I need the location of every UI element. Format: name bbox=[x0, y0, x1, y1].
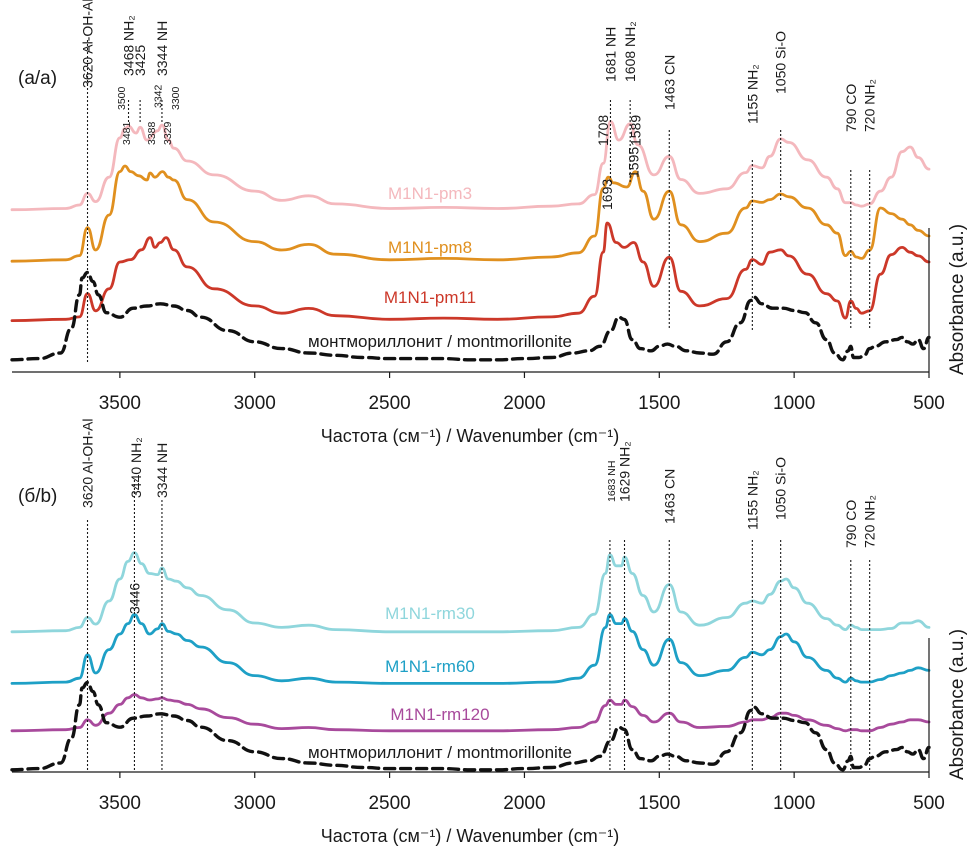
panel-b-tick-label-6: 500 bbox=[913, 793, 945, 814]
panel-b-annotation-2: 3446 bbox=[126, 583, 142, 614]
panel-a-tick-label-2: 2500 bbox=[368, 393, 410, 414]
panel-a-annotation-19: 790 CO bbox=[843, 84, 859, 132]
panel-a-annotation-12: 1681 NH bbox=[603, 27, 619, 82]
panel-a-annotation-9: 3300 bbox=[170, 86, 182, 110]
panel-b: (б/b) 3620 Al-OH-Al 3440 NH₂ 3446 3344 NH 16… bbox=[10, 419, 968, 846]
panel-b-series-label-2: M1N1-rm120 bbox=[390, 705, 489, 724]
panel-a-annotation-6: 3342 bbox=[152, 84, 164, 108]
panel-a-label: (a/a) bbox=[18, 68, 57, 89]
panel-b-series-line-2 bbox=[10, 693, 931, 733]
panel-b-series-labels: M1N1-rm30 M1N1-rm60 M1N1-rm120 монтмориллон… bbox=[308, 604, 572, 762]
panel-b-x-ticks: 3500 3000 2500 2000 1500 1000 500 bbox=[99, 772, 945, 814]
panel-a-y-axis-title: Absorbance (a.u.) bbox=[947, 224, 968, 375]
panel-a-annotation-0: 3620 Al-OH-Al bbox=[80, 0, 96, 88]
panel-a-series-line-0 bbox=[10, 120, 931, 212]
panel-a-annotation-18: 1050 Si-O bbox=[773, 31, 789, 94]
panel-b-x-axis-title: Частота (см⁻¹) / Wavenumber (cm⁻¹) bbox=[321, 826, 619, 846]
panel-a-annotation-7: 3329 bbox=[162, 121, 174, 145]
panel-a-annotation-13: 1608 NH₂ bbox=[622, 21, 638, 82]
panel-b-series-label-1: M1N1-rm60 bbox=[385, 657, 475, 676]
panel-a-annotation-1: 3500 bbox=[116, 86, 128, 110]
panel-a-series-labels: M1N1-pm3 M1N1-pm8 M1N1-pm11 монтмориллонит … bbox=[308, 184, 572, 351]
panel-a-series-label-1: M1N1-pm8 bbox=[388, 238, 472, 257]
panel-b-series-line-0 bbox=[10, 551, 931, 634]
panel-a-annotation-16: 1463 CN bbox=[661, 55, 677, 110]
panel-a-series-label-3: монтмориллонит / montmorillonite bbox=[308, 332, 572, 351]
panel-b-annotation-1: 3440 NH₂ bbox=[128, 437, 144, 498]
panel-a-annotation-17: 1155 NH₂ bbox=[744, 64, 760, 124]
panel-b-tick-label-1: 3000 bbox=[234, 793, 276, 814]
panel-b-tick-label-5: 1000 bbox=[773, 793, 815, 814]
panel-a-tick-label-0: 3500 bbox=[99, 393, 141, 414]
panel-a-series bbox=[10, 120, 931, 362]
panel-a-x-ticks: 3500 3000 2500 2000 1500 1000 500 bbox=[99, 372, 945, 414]
panel-b-annotation-6: 1463 CN bbox=[661, 469, 677, 524]
panel-b-tick-label-4: 1500 bbox=[638, 793, 680, 814]
panel-a-annotation-20: 720 NH₂ bbox=[862, 79, 878, 132]
panel-a-annotation-5: 3388 bbox=[146, 121, 158, 145]
panel-a-series-line-1 bbox=[10, 164, 931, 263]
panel-b-series-line-3 bbox=[10, 680, 931, 772]
panel-b-series bbox=[10, 551, 931, 772]
panel-b-annotation-3: 3344 NH bbox=[154, 443, 170, 498]
panel-a-series-line-3 bbox=[10, 270, 931, 362]
panel-b-series-label-0: M1N1-rm30 bbox=[385, 604, 475, 623]
panel-b-annotation-10: 720 NH₂ bbox=[862, 495, 878, 548]
panel-a-tick-label-6: 500 bbox=[913, 393, 945, 414]
panel-a-tick-label-5: 1000 bbox=[773, 393, 815, 414]
panel-a-reference-lines bbox=[86, 40, 871, 362]
panel-a-series-line-2 bbox=[10, 221, 931, 322]
panel-b-annotation-8: 1050 Si-O bbox=[773, 457, 789, 520]
panel-a-tick-label-3: 2000 bbox=[503, 393, 545, 414]
panel-b-series-label-3: монтмориллонит / montmorillonite bbox=[308, 743, 572, 762]
panel-b-label: (б/b) bbox=[18, 486, 57, 507]
panel-b-series-line-1 bbox=[10, 613, 931, 685]
panel-b-annotation-4: 1683 NH bbox=[606, 461, 618, 502]
panel-b-annotation-7: 1155 NH₂ bbox=[744, 470, 760, 530]
panel-b-reference-lines bbox=[86, 480, 871, 772]
panel-a-series-label-2: M1N1-pm11 bbox=[384, 288, 476, 307]
panel-b-y-axis-title: Absorbance (a.u.) bbox=[947, 629, 968, 780]
panel-a-annotation-8: 3344 NH bbox=[154, 21, 170, 76]
panel-b-tick-label-0: 3500 bbox=[99, 793, 141, 814]
panel-a-series-label-0: M1N1-pm3 bbox=[388, 184, 472, 203]
panel-a-annotation-3: 3468 NH₂ bbox=[121, 15, 137, 76]
panel-b-annotation-9: 790 CO bbox=[843, 500, 859, 548]
panel-a-annotation-11: 1693 bbox=[599, 179, 615, 210]
panel-a-tick-label-4: 1500 bbox=[638, 393, 680, 414]
panel-a-annotation-15: 1589 bbox=[627, 115, 643, 146]
panel-a-annotation-2: 3481 bbox=[121, 121, 133, 145]
panel-a-annotation-10: 1708 bbox=[595, 115, 611, 146]
panel-b-annotation-0: 3620 Al-OH-Al bbox=[80, 419, 96, 508]
panel-a-annotation-4: 3425 bbox=[132, 45, 148, 76]
panel-a-tick-label-1: 3000 bbox=[234, 393, 276, 414]
panel-b-tick-label-3: 2000 bbox=[503, 793, 545, 814]
panel-a-x-axis-title: Частота (см⁻¹) / Wavenumber (cm⁻¹) bbox=[321, 426, 619, 446]
panel-b-tick-label-2: 2500 bbox=[368, 793, 410, 814]
panel-b-annotation-5: 1629 NH₂ bbox=[617, 441, 633, 502]
panel-a-annotation-14: 1595 bbox=[626, 147, 642, 178]
